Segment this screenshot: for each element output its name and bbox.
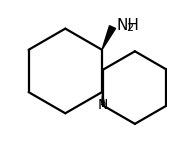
Text: 2: 2 bbox=[126, 23, 133, 33]
Text: NH: NH bbox=[116, 18, 139, 33]
Polygon shape bbox=[102, 26, 116, 50]
Text: N: N bbox=[98, 98, 108, 112]
